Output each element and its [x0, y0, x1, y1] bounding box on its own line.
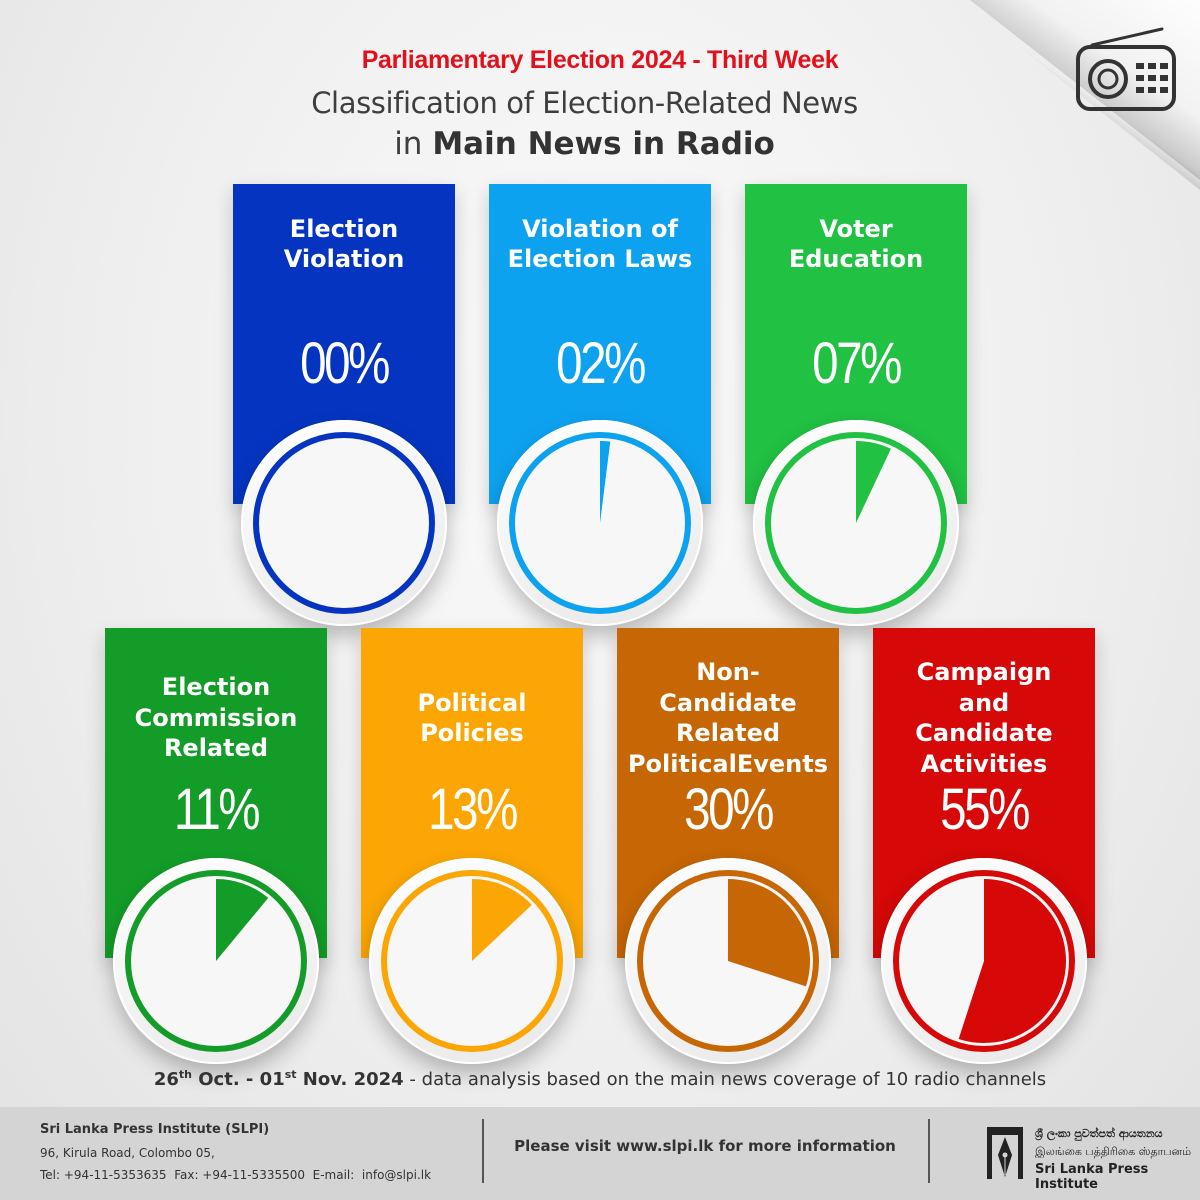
start-suffix: th [178, 1068, 192, 1081]
start-day: 26 [153, 1069, 179, 1090]
category-label-line: Campaign [916, 658, 1052, 686]
pie-chart [241, 420, 447, 626]
pie-slice [728, 879, 811, 987]
category-label-line: Policies [420, 719, 524, 747]
footer-divider [928, 1119, 930, 1183]
start-rest: Oct. - 01 [191, 1069, 285, 1090]
period-description: - data analysis based on the main news c… [403, 1069, 1047, 1090]
category-label-line: Election [161, 673, 271, 702]
slpi-pen-logo-icon [987, 1127, 1023, 1179]
category-value: 55% [940, 777, 1030, 842]
category-label-line: and [958, 688, 1010, 717]
pie-svg [893, 870, 1075, 1052]
main-title: Classification of Election-Related News [311, 86, 858, 120]
date-range: 26th Oct. - 01st Nov. 2024 [153, 1068, 404, 1090]
category-label-line: Commission [134, 703, 298, 732]
subtitle-bold: Main News in Radio [432, 126, 775, 162]
category-label-line: PoliticalEvents [627, 749, 829, 778]
pie-chart [113, 858, 319, 1064]
category-label-line: Candidate [915, 719, 1053, 747]
category-label-line: Voter [819, 214, 893, 243]
end-suffix: st [284, 1068, 297, 1081]
pie-slice [856, 441, 891, 523]
pie-svg [509, 432, 691, 614]
category-label-line: Election Laws [507, 245, 693, 273]
pie-chart [625, 858, 831, 1064]
category-label: Campaign and Candidate Activities [873, 657, 1095, 779]
category-value: 13% [428, 777, 518, 842]
pie-slice [216, 879, 269, 961]
pie-chart [369, 858, 575, 1064]
pie-slice [472, 879, 532, 961]
category-label-line: Violation of [522, 214, 678, 243]
footer-visit-text: Please visit www.slpi.lk for more inform… [514, 1137, 896, 1155]
footer-contact: Tel: +94-11-5353635 Fax: +94-11-5335500 … [40, 1168, 432, 1182]
kicker-title: Parliamentary Election 2024 - Third Week [361, 46, 839, 74]
pie-chart [497, 420, 703, 626]
pie-svg [765, 432, 947, 614]
pie-chart [753, 420, 959, 626]
category-label: Violation of Election Laws [489, 214, 711, 275]
footer: Sri Lanka Press Institute (SLPI) 96, Kir… [0, 1107, 1200, 1200]
pie-svg [253, 432, 435, 614]
logo-sinhala-text: ශ්‍රී ලංකා පුවත්පත් ආයතනය [1035, 1127, 1163, 1140]
category-label: Non- Candidate Related PoliticalEvents [617, 657, 839, 779]
category-label: Election Commission Related [105, 672, 327, 764]
category-label-line: Election [289, 214, 399, 243]
footer-divider [482, 1119, 484, 1183]
pie-slice [958, 879, 1066, 1043]
category-value: 00% [300, 331, 390, 396]
category-label-line: Related [675, 719, 781, 747]
category-label: Voter Education [745, 214, 967, 275]
footer-org-name: Sri Lanka Press Institute (SLPI) [40, 1122, 270, 1137]
category-label-line: Education [788, 245, 924, 273]
footer-address: 96, Kirula Road, Colombo 05, [40, 1146, 215, 1160]
pie-ring [253, 432, 435, 614]
category-label-line: Related [163, 734, 269, 763]
category-value: 02% [556, 331, 646, 396]
category-label-line: Violation [283, 245, 405, 273]
category-label-line: Political [417, 688, 527, 717]
pie-chart [881, 858, 1087, 1064]
category-value: 30% [684, 777, 774, 842]
subtitle-prefix: in [394, 126, 423, 162]
end-rest: Nov. 2024 [296, 1069, 404, 1090]
pie-svg [125, 870, 307, 1052]
date-range-line: 26th Oct. - 01st Nov. 2024 - data analys… [0, 1068, 1200, 1090]
radio-icon [1076, 27, 1176, 111]
category-label: Election Violation [233, 214, 455, 275]
category-value: 07% [812, 331, 902, 396]
pie-slice [600, 441, 611, 523]
category-label-line: Non- [696, 658, 760, 686]
pie-svg [381, 870, 563, 1052]
category-label: Political Policies [361, 688, 583, 749]
category-label-line: Activities [920, 749, 1048, 778]
category-value: 11% [173, 777, 261, 842]
logo-tamil-text: இலங்கை பத்திரிகை ஸ்தாபனம் [1035, 1145, 1192, 1158]
category-label-line: Candidate [659, 688, 797, 717]
pie-svg [637, 870, 819, 1052]
main-subtitle: in Main News in Radio [0, 126, 1169, 162]
logo-english-text: Sri Lanka Press Institute [1035, 1162, 1149, 1192]
